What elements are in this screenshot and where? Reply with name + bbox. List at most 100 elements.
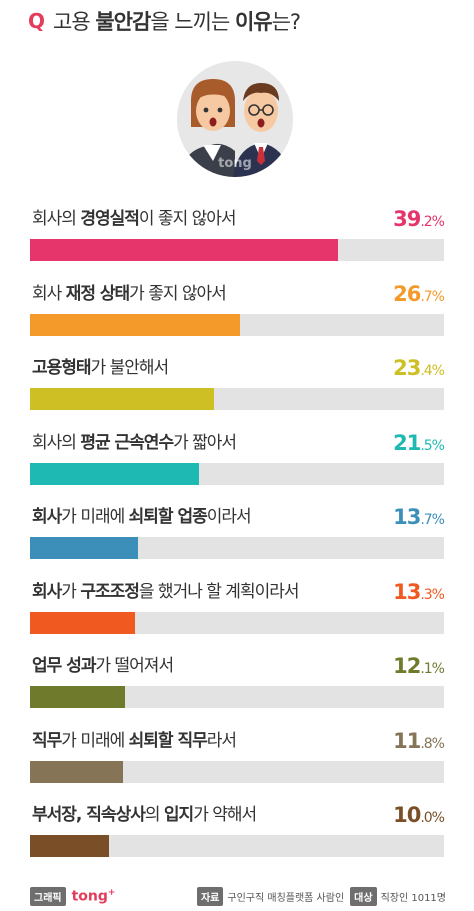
bar-track — [30, 760, 444, 783]
bar-value-int: 13 — [393, 579, 421, 604]
bar-label-segment: 이라서 — [206, 507, 252, 527]
bar-value-label: 26.7% — [393, 279, 445, 309]
bar-label-segment: 업무 성과 — [32, 656, 96, 676]
bar-track — [30, 462, 444, 485]
bar-track — [30, 239, 444, 261]
footer: 그래픽 tong+ 자료 구인구직 매칭플랫폼 사람인 대상 직장인 1011명 — [30, 886, 452, 906]
bar-label: 회사가 구조조정을 했거나 할 계획이라서 — [32, 577, 300, 607]
bar-label-segment: 회사 — [32, 581, 62, 602]
question-title: Q 고용 불안감을 느끼는 이유는? — [28, 4, 301, 38]
bar-value-label: 39.2% — [393, 204, 445, 234]
bar-value-label: 13.7% — [393, 502, 445, 532]
bar-label-segment: 회사의 — [32, 432, 81, 453]
bar — [30, 611, 135, 634]
bar-value-int: 26 — [393, 281, 421, 306]
bar-label: 고용형태가 불안해서 — [32, 353, 170, 383]
bar — [30, 462, 199, 485]
bar-label: 회사가 미래에 쇠퇴할 업종이라서 — [32, 502, 252, 532]
title-mid: 을 느끼는 — [150, 10, 235, 34]
bar-label-segment: 가 좋지 않아서 — [129, 283, 227, 304]
bar-label: 부서장, 직속상사의 입지가 약해서 — [32, 800, 257, 830]
watermark-text: tong — [218, 156, 252, 171]
question-mark-letter: Q — [28, 9, 46, 33]
title-bold-1: 불안감 — [95, 10, 151, 34]
bar-label-segment: 부서장, 직속상사 — [32, 805, 146, 825]
bar-value-label: 12.1% — [393, 651, 445, 681]
bar-label: 업무 성과가 떨어져서 — [32, 651, 174, 681]
bar-value-int: 12 — [393, 654, 421, 678]
bar-row: 회사가 구조조정을 했거나 할 계획이라서 13.3% — [30, 577, 445, 647]
bar-value-decimal: .8% — [420, 735, 445, 752]
bar-track — [30, 835, 444, 857]
bar-label-segment: 입지 — [163, 805, 194, 825]
bar-label-segment: 쇠퇴할 직무 — [128, 730, 208, 751]
bar-value-label: 10.0% — [393, 800, 445, 830]
bar-label-segment: 가 미래에 — [61, 730, 129, 751]
bar-row: 회사의 경영실적이 좋지 않아서 39.2% — [30, 204, 445, 274]
bar-label-segment: 회사 — [32, 507, 62, 527]
bar-value-int: 23 — [393, 356, 421, 380]
bar — [30, 835, 109, 857]
bar-label-segment: 가 — [61, 581, 81, 602]
bar — [30, 313, 240, 336]
bar-value-decimal: .0% — [420, 810, 445, 826]
brand-logo: tong+ — [72, 888, 116, 905]
bar-label-segment: 직무 — [32, 730, 62, 751]
bar-row: 고용형태가 불안해서 23.4% — [30, 353, 445, 423]
bar-label-segment: 이 좋지 않아서 — [138, 209, 237, 229]
bar-row: 회사의 평균 근속연수가 짧아서 21.5% — [30, 428, 445, 498]
title-bold-2: 이유 — [234, 10, 273, 34]
bar-row: 업무 성과가 떨어져서 12.1% — [30, 651, 445, 721]
brand-text: tong — [71, 888, 108, 905]
bar-label-segment: 회사 — [32, 283, 66, 304]
bar-label-segment: 구조조정 — [80, 581, 140, 602]
bar-label: 회사의 평균 근속연수가 짧아서 — [32, 428, 237, 458]
bar-label-segment: 가 짧아서 — [173, 432, 237, 453]
bar-label-segment: 평균 근속연수 — [80, 432, 174, 453]
brand-plus: + — [107, 887, 116, 898]
bar-track — [30, 388, 444, 410]
bar-value-int: 11 — [393, 728, 421, 753]
bar-label-segment: 쇠퇴할 업종 — [128, 507, 208, 527]
bar-label-segment: 라서 — [206, 730, 237, 751]
target-text: 직장인 1011명 — [380, 892, 446, 904]
bar-row: 부서장, 직속상사의 입지가 약해서 10.0% — [30, 800, 445, 870]
bar-label: 회사 재정 상태가 좋지 않아서 — [32, 279, 227, 309]
bar-label: 직무가 미래에 쇠퇴할 직무라서 — [32, 726, 237, 756]
bar-label-segment: 의 — [144, 805, 164, 825]
bar-label-segment: 가 떨어져서 — [95, 656, 174, 676]
footer-left: 그래픽 tong+ — [30, 886, 116, 906]
bar — [30, 239, 338, 261]
bar-value-decimal: .7% — [420, 512, 445, 528]
bar-value-label: 23.4% — [393, 353, 445, 383]
bar — [30, 686, 125, 708]
bar — [30, 760, 123, 783]
footer-right: 자료 구인구직 매칭플랫폼 사람인 대상 직장인 1011명 — [196, 886, 452, 906]
bar — [30, 537, 138, 559]
bar-label-segment: 회사의 — [32, 209, 81, 229]
bar-value-decimal: .1% — [420, 661, 445, 677]
bar-value-label: 21.5% — [393, 428, 445, 458]
bar-row: 직무가 미래에 쇠퇴할 직무라서 11.8% — [30, 726, 445, 796]
page-title: 고용 불안감을 느끼는 이유는? — [53, 6, 301, 36]
bar-value-decimal: .4% — [420, 363, 445, 379]
bar-row: 회사 재정 상태가 좋지 않아서 26.7% — [30, 279, 445, 349]
bar-value-int: 13 — [393, 505, 421, 529]
bar-track — [30, 313, 444, 336]
bar-value-int: 21 — [393, 430, 421, 455]
bar-label-segment: 고용형태 — [32, 358, 92, 378]
title-pre: 고용 — [53, 10, 96, 34]
graphic-tag: 그래픽 — [30, 886, 66, 906]
bar — [30, 388, 214, 410]
bar-label-segment: 가 약해서 — [193, 805, 257, 825]
bar-label-segment: 가 불안해서 — [90, 358, 170, 378]
target-tag: 대상 — [350, 886, 377, 906]
bar-label: 회사의 경영실적이 좋지 않아서 — [32, 204, 237, 234]
bar-value-decimal: .2% — [420, 214, 445, 230]
bar-track — [30, 537, 444, 559]
title-post: 는? — [271, 10, 301, 34]
bar-track — [30, 611, 444, 634]
source-text: 구인구직 매칭플랫폼 사람인 — [227, 892, 345, 904]
worried-workers-illustration: tong — [177, 61, 293, 177]
bar-row: 회사가 미래에 쇠퇴할 업종이라서 13.7% — [30, 502, 445, 572]
